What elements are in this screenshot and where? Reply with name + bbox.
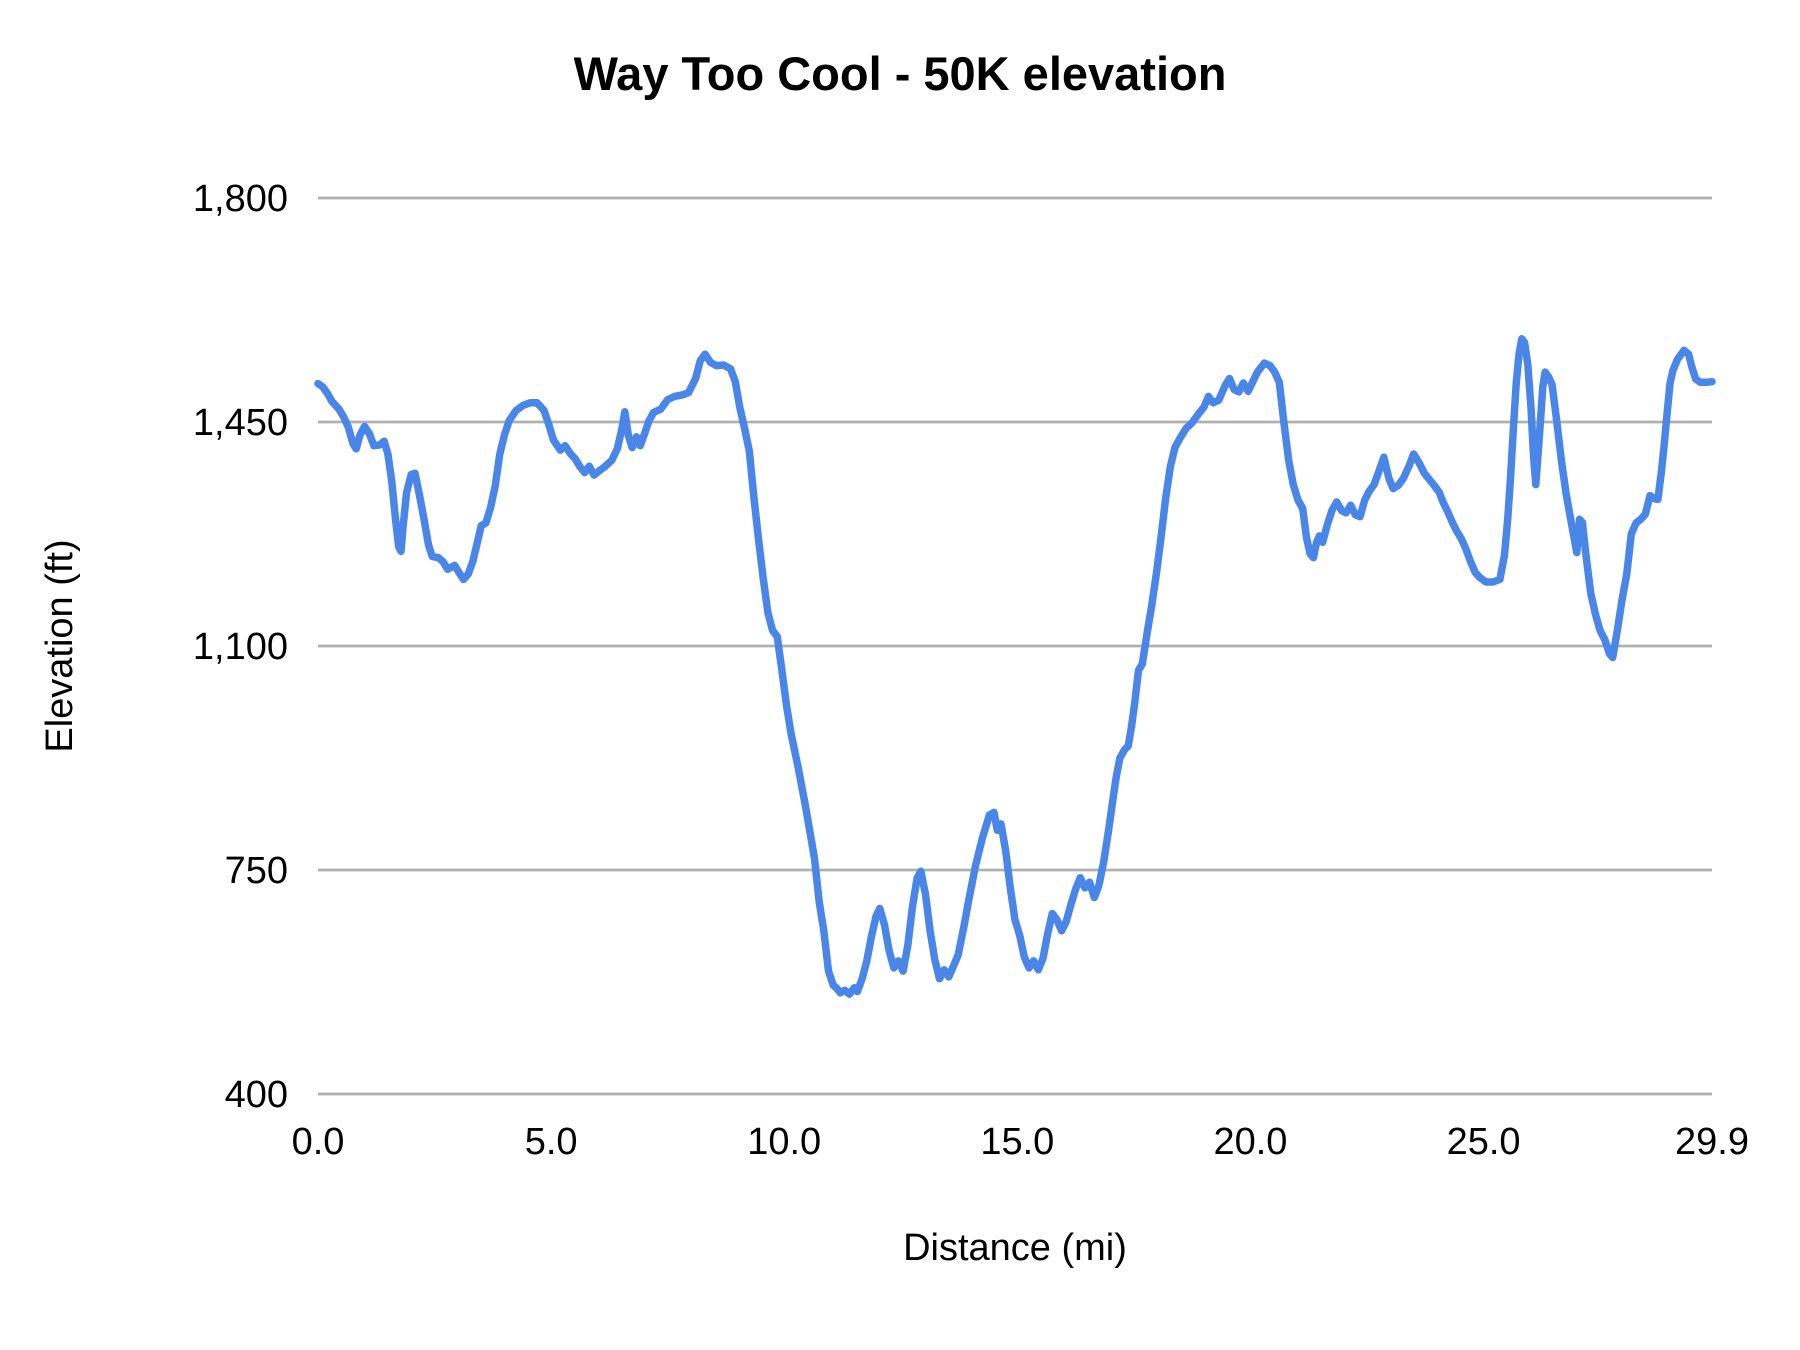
y-tick-label: 1,450 — [193, 402, 288, 444]
x-tick-label: 20.0 — [1213, 1121, 1287, 1163]
chart-title: Way Too Cool - 50K elevation — [573, 47, 1227, 100]
y-tick-label: 750 — [225, 850, 288, 892]
x-axis-title: Distance (mi) — [903, 1227, 1127, 1269]
x-tick-label: 0.0 — [292, 1121, 345, 1163]
elevation-series-line — [314, 335, 1716, 998]
x-tick-label: 29.9 — [1675, 1121, 1749, 1163]
y-tick-label: 1,800 — [193, 178, 288, 220]
y-tick-label: 1,100 — [193, 626, 288, 668]
x-tick-label: 15.0 — [980, 1121, 1054, 1163]
x-tick-label: 5.0 — [525, 1121, 578, 1163]
x-tick-label: 10.0 — [747, 1121, 821, 1163]
y-axis-title: Elevation (ft) — [39, 539, 81, 752]
x-tick-label: 25.0 — [1447, 1121, 1521, 1163]
y-tick-label: 400 — [225, 1074, 288, 1116]
